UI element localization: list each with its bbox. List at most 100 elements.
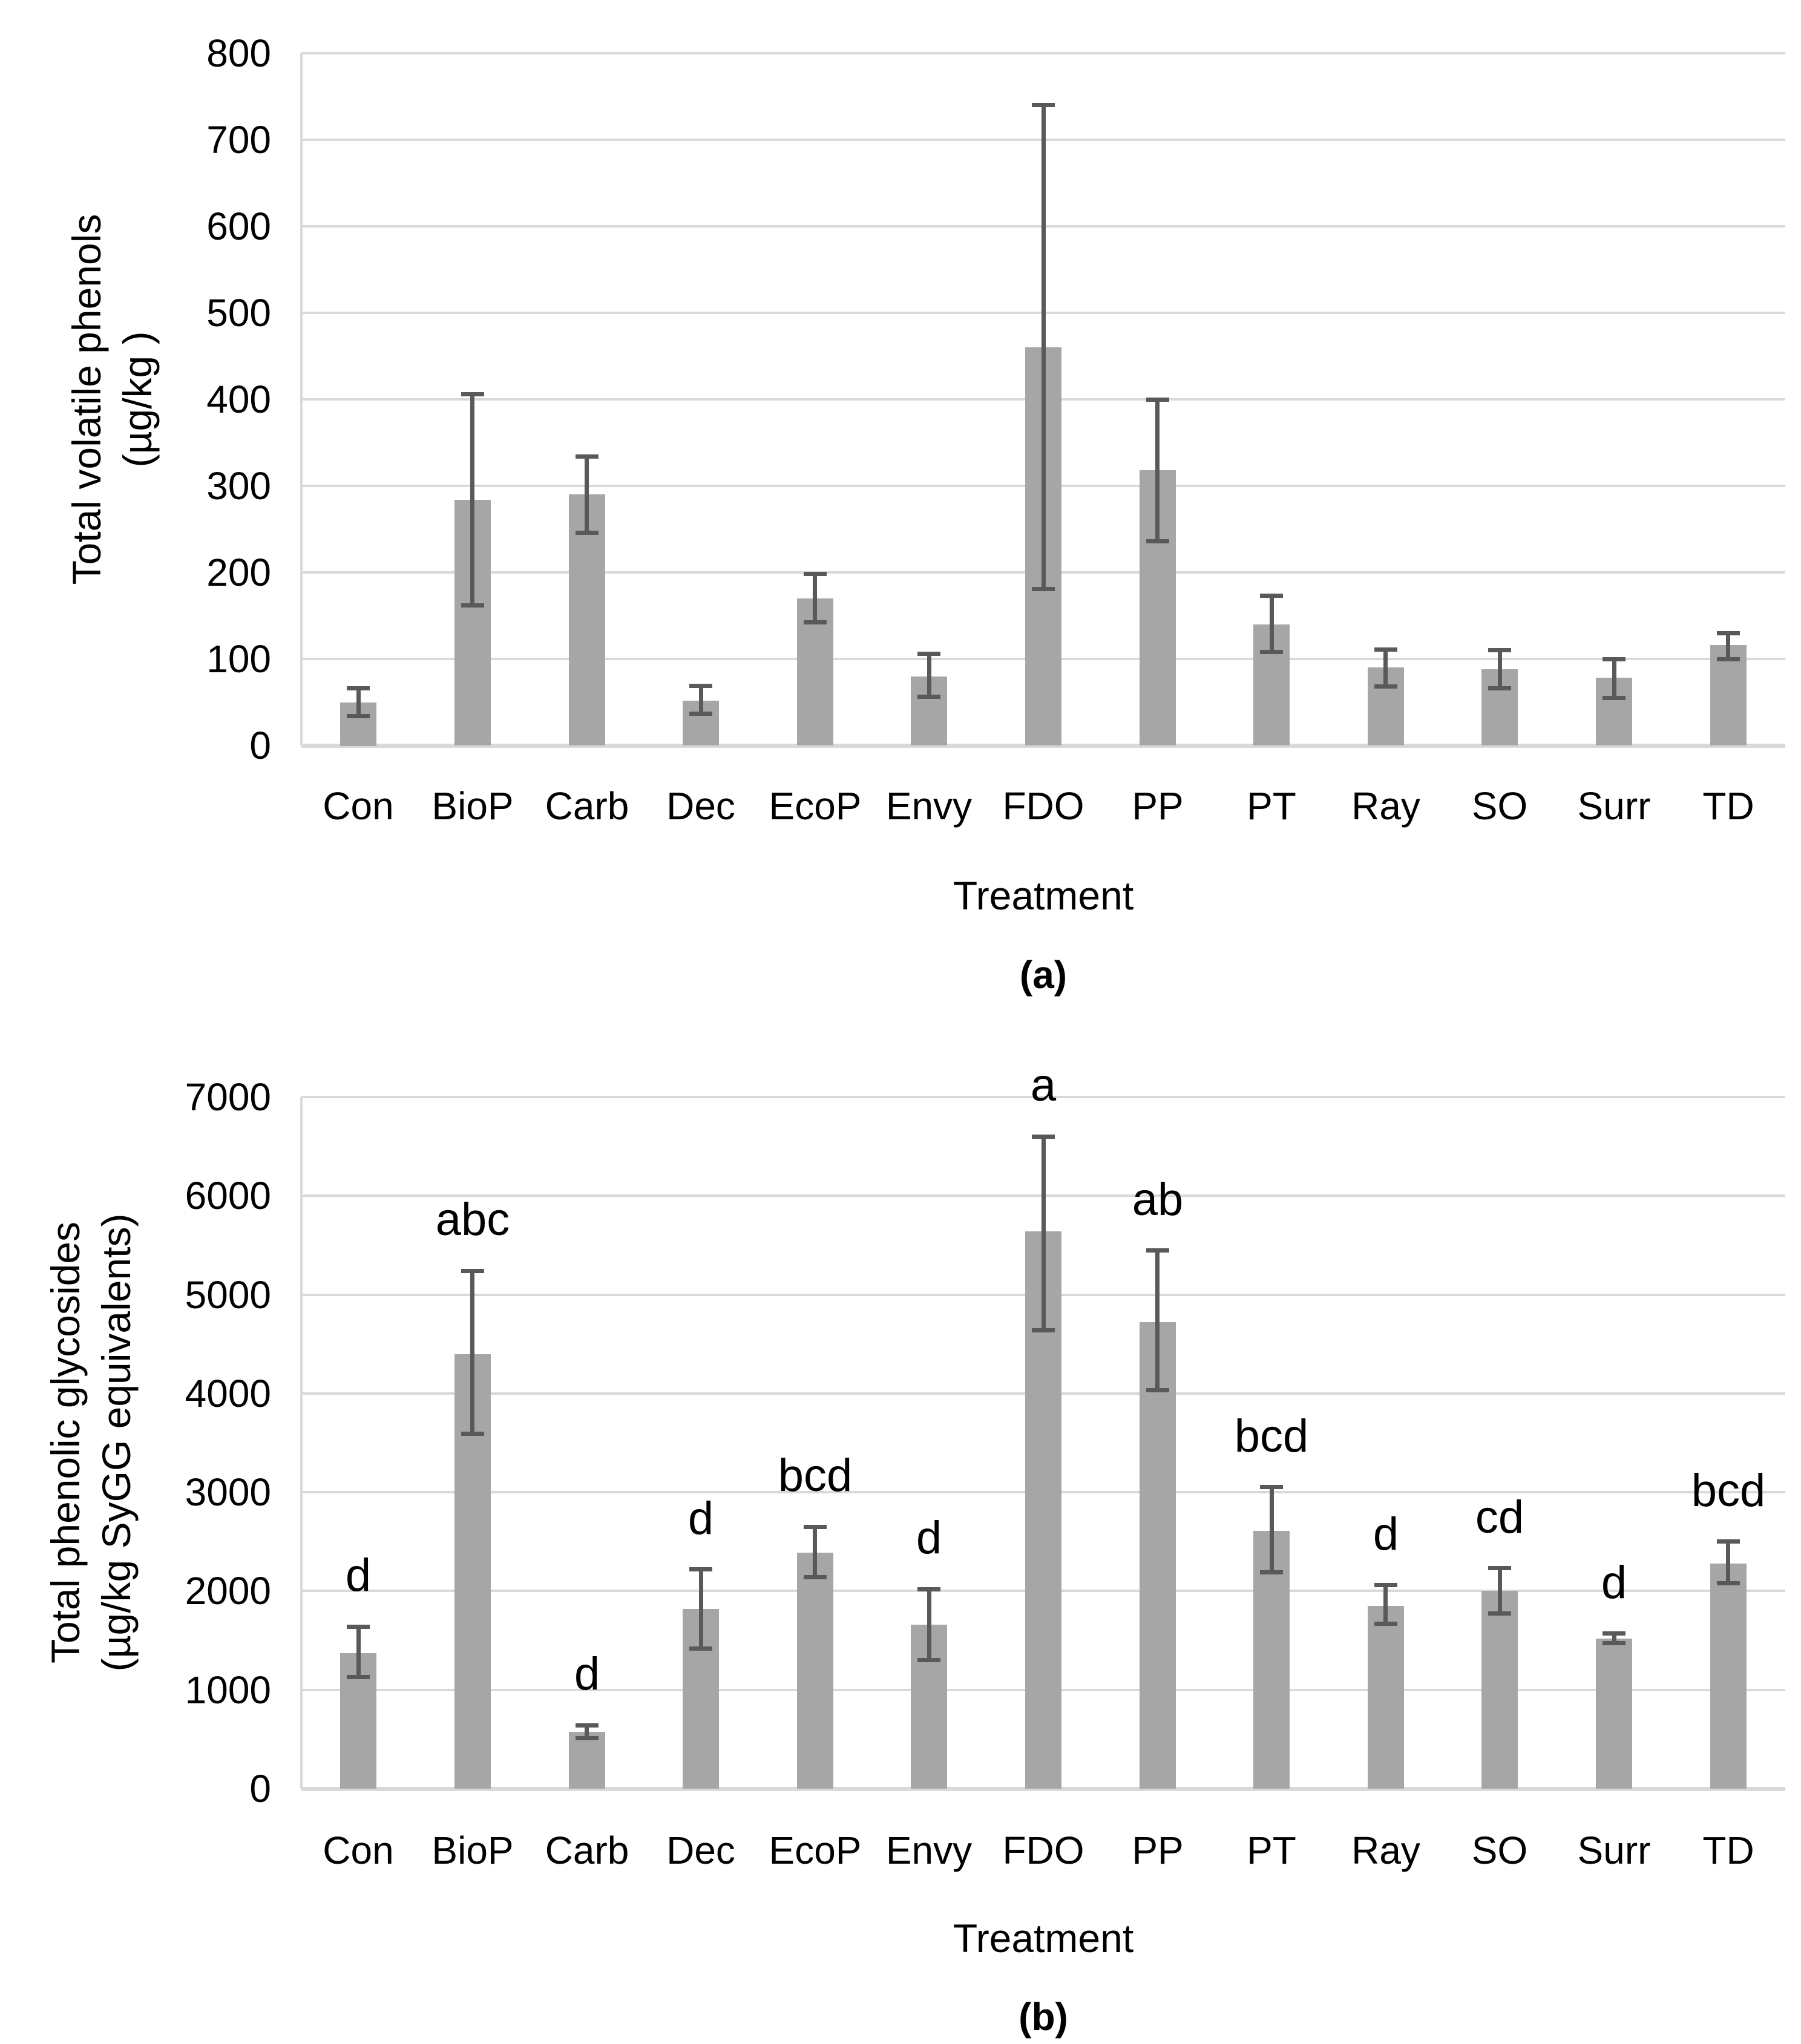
y-tick-label: 0 bbox=[249, 724, 271, 767]
bar bbox=[569, 1732, 605, 1789]
y-tick-label: 3000 bbox=[185, 1470, 271, 1514]
error-bar bbox=[699, 686, 703, 713]
bar bbox=[1481, 1591, 1518, 1789]
y-tick-label: 7000 bbox=[185, 1075, 271, 1119]
x-tick-label: EcoP bbox=[769, 784, 862, 828]
error-bar bbox=[1383, 1585, 1388, 1624]
error-bar-cap-bottom bbox=[1032, 1328, 1055, 1332]
significance-letter: d bbox=[1373, 1508, 1399, 1560]
error-bar-cap-top bbox=[689, 1567, 712, 1571]
error-bar-cap-bottom bbox=[576, 1736, 599, 1740]
error-bar-cap-bottom bbox=[347, 1675, 370, 1679]
bar bbox=[1368, 1606, 1404, 1789]
y-axis-label-b-line1: Total phenolic glycosides bbox=[43, 1221, 88, 1664]
panel-caption-a: (a) bbox=[1019, 953, 1068, 997]
y-tick-label: 4000 bbox=[185, 1372, 271, 1415]
error-bar-cap-bottom bbox=[804, 620, 827, 624]
x-tick-label: SO bbox=[1471, 784, 1528, 828]
error-bar-cap-top bbox=[576, 454, 599, 459]
x-tick-label: Dec bbox=[666, 784, 735, 828]
error-bar-cap-bottom bbox=[917, 1658, 940, 1662]
error-bar bbox=[1155, 1251, 1160, 1391]
x-tick-label: BioP bbox=[431, 784, 514, 828]
x-tick-label: PT bbox=[1247, 1829, 1296, 1872]
x-tick-label: BioP bbox=[431, 1829, 514, 1872]
y-tick-label: 700 bbox=[206, 118, 271, 162]
y-tick-label: 1000 bbox=[185, 1668, 271, 1712]
error-bar-cap-bottom bbox=[1488, 686, 1511, 690]
error-bar-cap-bottom bbox=[917, 695, 940, 699]
error-bar bbox=[585, 1725, 589, 1738]
error-bar-cap-top bbox=[917, 652, 940, 656]
error-bar-cap-top bbox=[1032, 103, 1055, 107]
x-tick-label: Ray bbox=[1351, 784, 1420, 828]
x-tick-label: Ray bbox=[1351, 1829, 1420, 1872]
error-bar-cap-top bbox=[1603, 657, 1625, 661]
significance-letter: abc bbox=[435, 1194, 510, 1245]
bar bbox=[1596, 1639, 1632, 1789]
error-bar bbox=[813, 574, 817, 623]
error-bar-cap-top bbox=[1488, 1566, 1511, 1570]
error-bar-cap-bottom bbox=[804, 1575, 827, 1579]
error-bar-cap-top bbox=[1146, 1248, 1169, 1253]
error-bar bbox=[585, 456, 589, 532]
error-bar-cap-top bbox=[1374, 647, 1397, 652]
error-bar-cap-top bbox=[1488, 648, 1511, 652]
significance-letter: d bbox=[916, 1512, 942, 1564]
y-tick-label: 0 bbox=[249, 1767, 271, 1810]
error-bar-cap-top bbox=[461, 392, 484, 396]
significance-letter: bcd bbox=[1691, 1465, 1766, 1516]
error-bar-cap-top bbox=[689, 684, 712, 688]
error-bar bbox=[699, 1570, 703, 1649]
y-tick-label: 6000 bbox=[185, 1174, 271, 1217]
x-tick-label: Carb bbox=[545, 1829, 629, 1872]
x-tick-label: EcoP bbox=[769, 1829, 862, 1872]
significance-letter: d bbox=[574, 1648, 600, 1700]
bar bbox=[569, 494, 605, 745]
error-bar-cap-bottom bbox=[1032, 587, 1055, 591]
error-bar-cap-top bbox=[917, 1587, 940, 1591]
panel-caption-b: (b) bbox=[1019, 1995, 1068, 2039]
error-bar bbox=[927, 1589, 931, 1660]
error-bar-cap-bottom bbox=[1146, 1388, 1169, 1392]
x-tick-label: Con bbox=[323, 1829, 394, 1872]
y-tick-label: 200 bbox=[206, 551, 271, 594]
error-bar-cap-top bbox=[1260, 1485, 1283, 1489]
gridline bbox=[301, 52, 1785, 54]
error-bar-cap-bottom bbox=[1717, 657, 1740, 661]
x-axis-line bbox=[301, 744, 1785, 748]
x-axis-title-a: Treatment bbox=[953, 873, 1134, 918]
x-tick-label: TD bbox=[1702, 1829, 1754, 1872]
error-bar-cap-top bbox=[347, 1625, 370, 1629]
error-bar-cap-bottom bbox=[576, 531, 599, 535]
error-bar-cap-top bbox=[1146, 398, 1169, 402]
error-bar-cap-top bbox=[1032, 1135, 1055, 1139]
error-bar-cap-top bbox=[576, 1723, 599, 1728]
error-bar bbox=[1612, 1634, 1616, 1643]
x-axis-line bbox=[301, 1787, 1785, 1791]
error-bar-cap-top bbox=[1260, 594, 1283, 598]
x-axis-title-b: Treatment bbox=[953, 1916, 1134, 1960]
x-tick-label: Surr bbox=[1577, 784, 1651, 828]
y-tick-label: 100 bbox=[206, 637, 271, 681]
x-tick-label: Carb bbox=[545, 784, 629, 828]
gridline bbox=[301, 1096, 1785, 1098]
significance-letter: d bbox=[687, 1493, 714, 1544]
error-bar-cap-bottom bbox=[1717, 1581, 1740, 1585]
error-bar bbox=[1383, 649, 1388, 686]
y-tick-label: 300 bbox=[206, 464, 271, 508]
error-bar-cap-bottom bbox=[1374, 1622, 1397, 1626]
error-bar bbox=[356, 1626, 361, 1677]
error-bar-cap-top bbox=[804, 572, 827, 576]
error-bar-cap-bottom bbox=[1374, 684, 1397, 689]
y-tick-label: 500 bbox=[206, 291, 271, 335]
error-bar bbox=[1726, 1542, 1730, 1584]
significance-letter: a bbox=[1030, 1060, 1057, 1111]
x-tick-label: SO bbox=[1471, 1829, 1528, 1872]
y-tick-label: 800 bbox=[206, 31, 271, 75]
x-tick-label: Envy bbox=[885, 1829, 973, 1872]
error-bar-cap-top bbox=[461, 1269, 484, 1273]
error-bar bbox=[1612, 659, 1616, 698]
significance-letter: d bbox=[1601, 1557, 1627, 1608]
